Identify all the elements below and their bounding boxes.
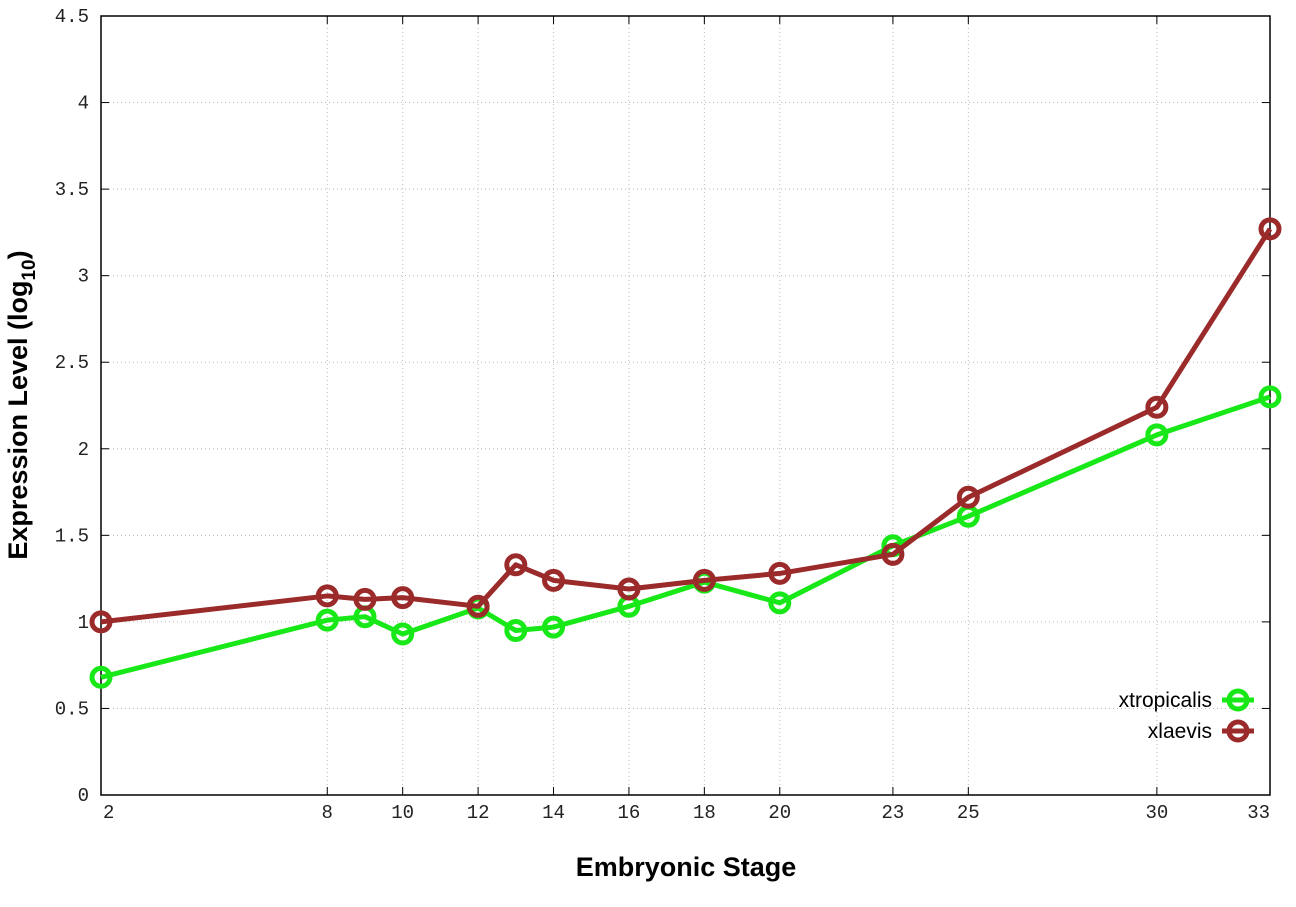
data-point-xlaevis	[89, 610, 113, 634]
plot-border	[100, 15, 1271, 796]
x-tick-label: 30	[1145, 802, 1168, 824]
x-tick-label: 23	[881, 802, 904, 824]
y-tick-label: 1.5	[55, 525, 89, 547]
x-tick-label: 33	[1247, 802, 1270, 824]
x-tick-label: 20	[768, 802, 791, 824]
series-group	[89, 217, 1282, 689]
data-point-xlaevis	[956, 485, 980, 509]
data-point-xlaevis	[881, 542, 905, 566]
x-tick-label: 25	[957, 802, 980, 824]
data-point-xlaevis	[617, 577, 641, 601]
data-point-xtropicalis	[504, 619, 528, 643]
data-point-xlaevis	[504, 553, 528, 577]
y-tick-label: 4	[78, 93, 89, 115]
x-tick-label: 8	[322, 802, 333, 824]
x-tick-label: 18	[693, 802, 716, 824]
y-tick-label: 3.5	[55, 179, 89, 201]
y-tick-label: 3	[78, 266, 89, 288]
grid	[101, 16, 1270, 795]
data-point-xlaevis	[391, 586, 415, 610]
y-tick-label: 4.5	[55, 6, 89, 28]
data-point-xlaevis	[466, 594, 490, 618]
data-point-xtropicalis	[391, 622, 415, 646]
legend-marker-xlaevis	[1226, 719, 1250, 743]
x-tick-label: 16	[618, 802, 641, 824]
y-tick-label: 0	[78, 785, 89, 807]
data-point-xtropicalis	[768, 591, 792, 615]
x-tick-label: 10	[391, 802, 414, 824]
legend-label-xlaevis: xlaevis	[1148, 720, 1212, 743]
data-point-xtropicalis	[1258, 385, 1282, 409]
y-tick-label: 0.5	[55, 698, 89, 720]
series-xlaevis	[89, 217, 1282, 634]
x-axis-title: Embryonic Stage	[576, 852, 797, 882]
data-point-xtropicalis	[89, 665, 113, 689]
data-point-xlaevis	[768, 561, 792, 585]
data-point-xlaevis	[353, 587, 377, 611]
data-point-xlaevis	[315, 584, 339, 608]
y-tick-label: 2.5	[55, 352, 89, 374]
data-point-xlaevis	[1258, 217, 1282, 241]
x-tick-label: 12	[467, 802, 490, 824]
y-tick-label: 2	[78, 439, 89, 461]
x-tick-label: 2	[103, 802, 114, 824]
legend: xtropicalis xlaevis	[1119, 688, 1254, 743]
ticks: 0 0.5 1 1.5 2 2.5 3 3.5 4 4.5 2 8 10 12 14 16 18 20 23 25 30…	[55, 6, 1271, 824]
data-point-xlaevis	[1145, 395, 1169, 419]
data-point-xtropicalis	[542, 615, 566, 639]
data-point-xtropicalis	[315, 608, 339, 632]
y-tick-label: 1	[78, 612, 89, 634]
series-xtropicalis	[89, 385, 1282, 689]
series-line-xlaevis	[100, 227, 1273, 625]
data-point-xlaevis	[542, 568, 566, 592]
data-point-xlaevis	[692, 568, 716, 592]
y-axis-title: Expression Level (log10)	[3, 250, 40, 559]
legend-label-xtropicalis: xtropicalis	[1119, 689, 1212, 712]
data-point-xtropicalis	[1145, 423, 1169, 447]
legend-marker-xtropicalis	[1226, 688, 1250, 712]
x-tick-label: 14	[542, 802, 565, 824]
